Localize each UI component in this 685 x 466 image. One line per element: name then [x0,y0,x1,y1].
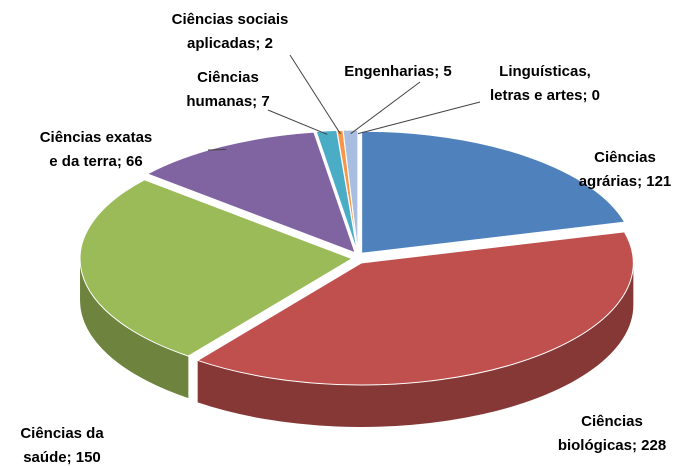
data-label: letras e artes; 0 [490,87,600,104]
data-label: Linguísticas, [499,63,591,80]
data-label: Ciências da [20,425,104,442]
leader-line [267,109,328,135]
data-label: Ciências sociais [172,11,289,28]
slice [146,131,356,254]
slice-side [80,258,189,399]
data-label: Ciências [594,149,656,166]
slice [361,130,626,254]
data-label: Ciências [197,69,259,86]
data-label: aplicadas; 2 [187,35,273,52]
leader-line [357,101,481,135]
leader-line [289,54,341,135]
data-label: saúde; 150 [23,449,101,466]
leader-line [350,81,421,135]
data-label: humanas; 7 [186,93,269,110]
data-label: Ciências exatas [40,129,153,146]
slice-side [197,262,634,427]
data-label: Engenharias; 5 [344,63,452,80]
data-label: Ciências [581,413,643,430]
slice [196,231,634,386]
leader-line [207,148,227,151]
data-label: biológicas; 228 [558,437,666,454]
data-label: e da terra; 66 [49,153,142,170]
slice [79,179,354,357]
data-label: agrárias; 121 [579,173,672,190]
